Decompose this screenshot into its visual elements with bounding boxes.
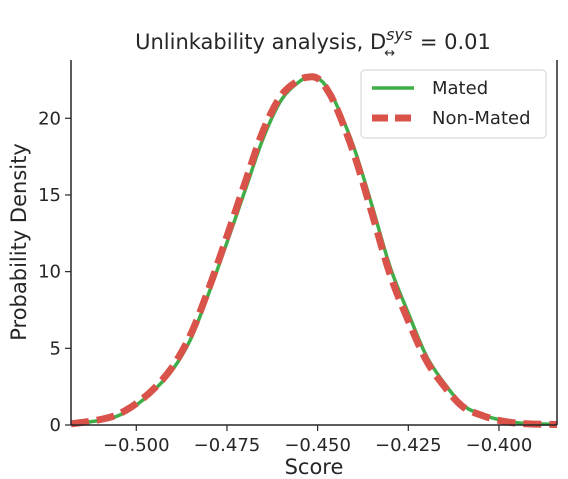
y-tick-label: 15 xyxy=(38,185,61,206)
x-tick-label: −0.475 xyxy=(194,435,261,456)
series-layer xyxy=(70,73,558,429)
legend: Mated Non-Mated xyxy=(360,69,547,139)
legend-label-non-mated: Non-Mated xyxy=(432,108,531,129)
x-tick-label: −0.425 xyxy=(375,435,442,456)
tick-layer: −0.500 −0.475 −0.450 −0.425 −0.400 0 5 10 15 20 xyxy=(38,108,532,456)
chart-title-prefix: Unlinkability analysis, D xyxy=(135,30,386,54)
chart-title: Unlinkability analysis, Dsys ↔ = 0.01 xyxy=(135,25,491,61)
series-line-non-mated xyxy=(70,73,558,429)
y-tick-label: 10 xyxy=(38,262,61,283)
x-axis-label: Score xyxy=(285,455,344,479)
y-tick-label: 0 xyxy=(50,415,61,436)
y-axis-label: Probability Density xyxy=(7,143,31,341)
x-tick-label: −0.400 xyxy=(466,435,533,456)
chart-title-superscript: sys xyxy=(386,25,412,44)
x-tick-label: −0.500 xyxy=(103,435,170,456)
x-tick-label: −0.450 xyxy=(284,435,351,456)
legend-label-mated: Mated xyxy=(432,78,488,99)
y-tick-label: 5 xyxy=(50,338,61,359)
chart-title-suffix: = 0.01 xyxy=(413,30,491,54)
y-tick-label: 20 xyxy=(38,108,61,129)
chart-title-subscript: ↔ xyxy=(384,46,395,61)
